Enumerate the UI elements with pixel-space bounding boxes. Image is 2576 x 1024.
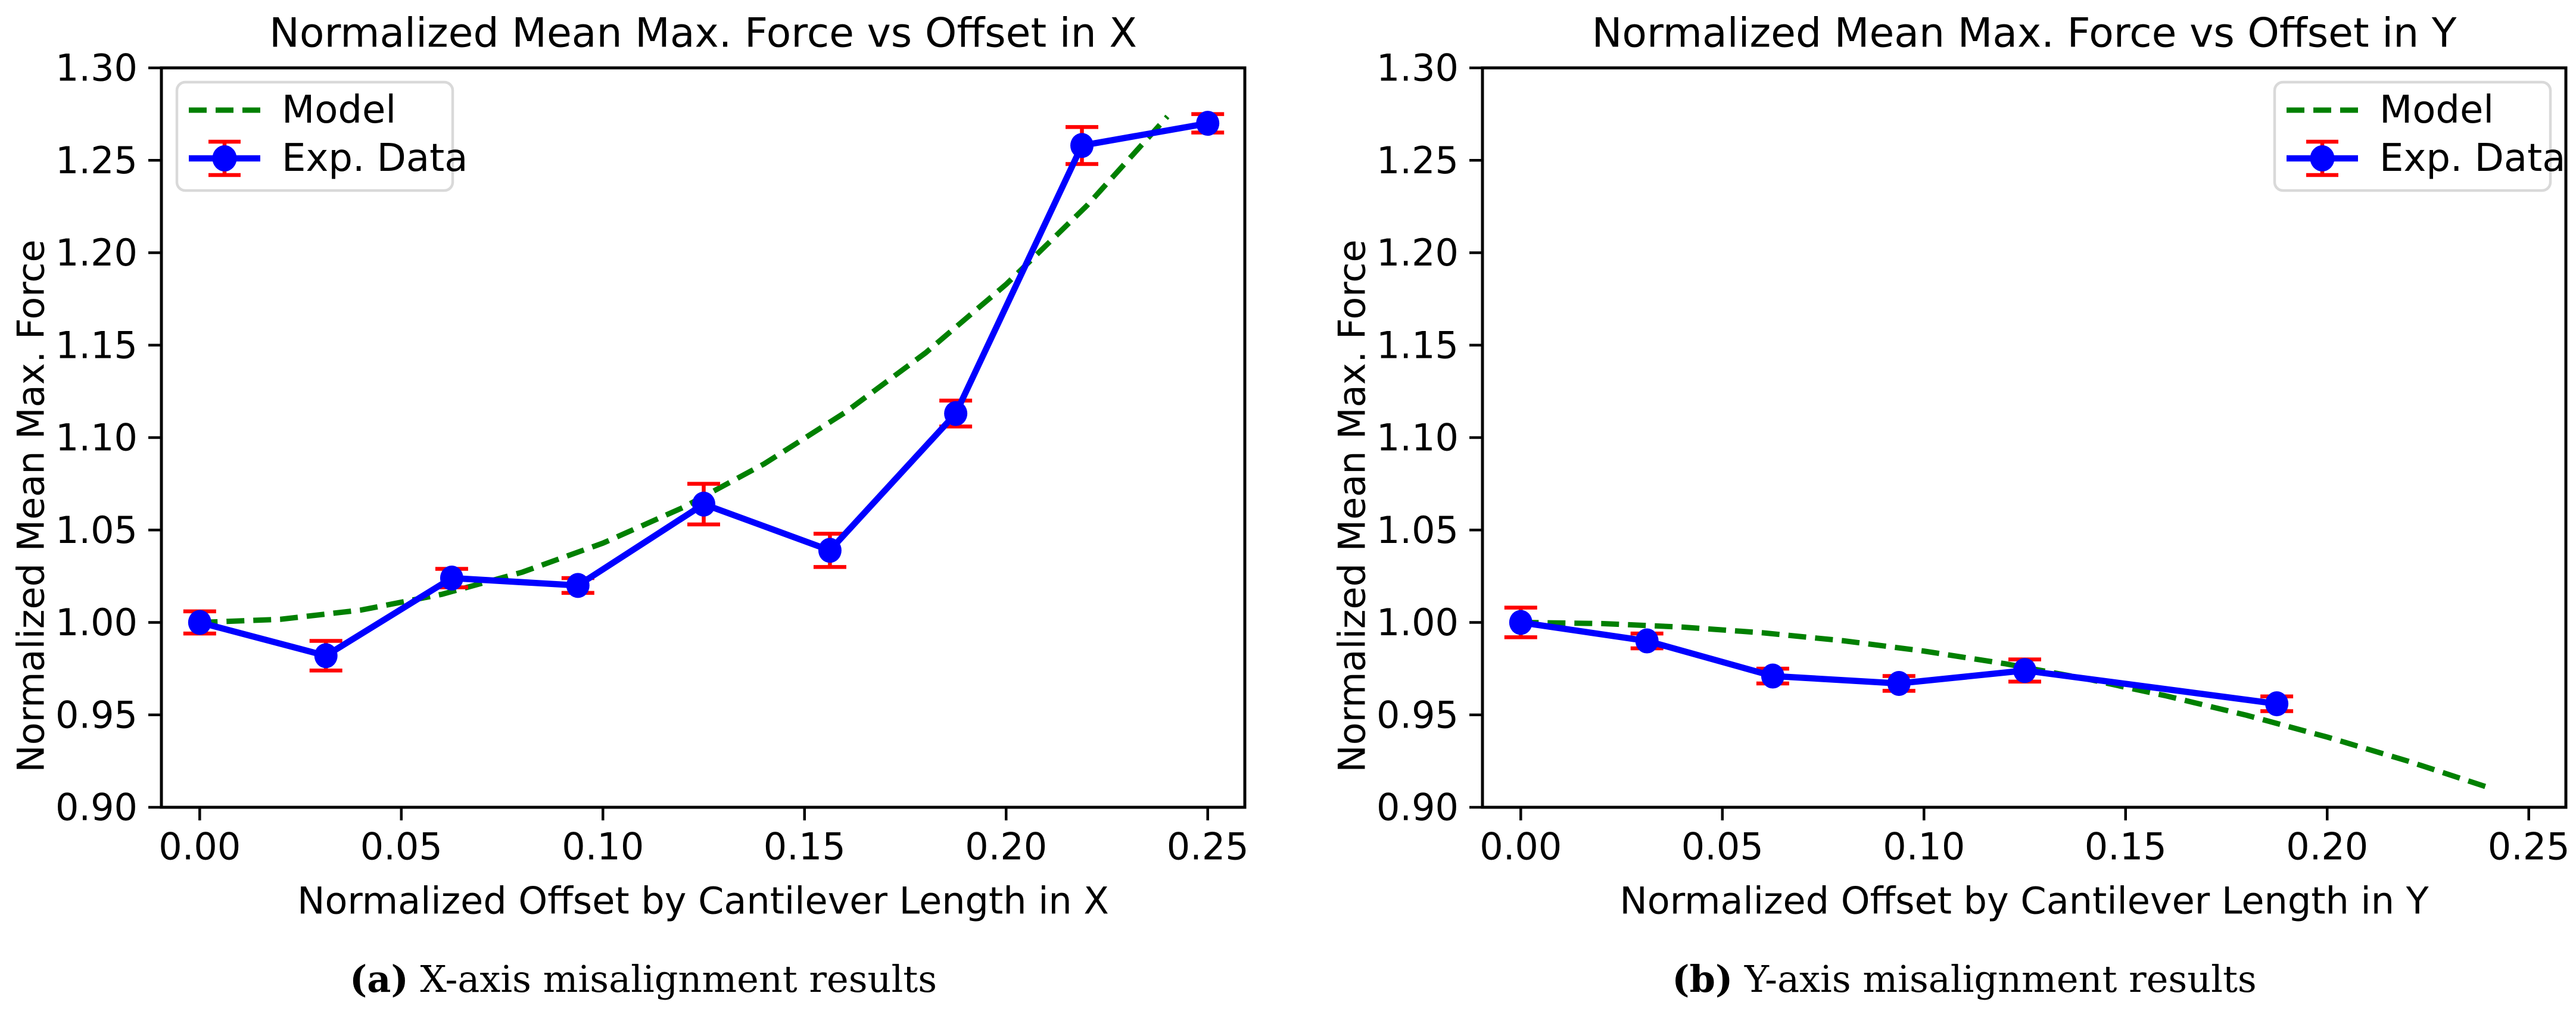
model-line	[200, 114, 1170, 625]
caption-a-label: (a)	[349, 957, 409, 1001]
x-tick-label: 0.05	[1681, 825, 1764, 869]
exp-marker	[2265, 691, 2289, 717]
y-tick-label: 1.00	[1376, 601, 1459, 644]
legend-label-exp-data: Exp. Data	[282, 136, 468, 180]
y-tick-label: 1.20	[1376, 231, 1459, 274]
y-tick-label: 0.95	[55, 693, 138, 736]
y-tick-label: 1.00	[55, 601, 138, 644]
y-tick-label: 1.10	[1376, 416, 1459, 460]
exp-markers	[1509, 610, 2289, 717]
y-tick-label: 1.05	[1376, 508, 1459, 552]
x-axis: 0.00 0.05 0.10 0.15 0.20 0.25	[1479, 807, 2570, 869]
caption-a-text: X-axis misalignment results	[420, 957, 937, 1001]
y-tick-label: 1.20	[55, 231, 138, 274]
subfigure-caption-a: (a) X-axis misalignment results	[0, 957, 1287, 1001]
legend-exp-marker	[212, 145, 237, 171]
caption-b-label: (b)	[1672, 957, 1733, 1001]
y-tick-label: 1.30	[55, 46, 138, 90]
exp-marker	[692, 491, 716, 517]
caption-b-text: Y-axis misalignment results	[1745, 957, 2257, 1001]
y-tick-label: 1.25	[1376, 139, 1459, 182]
y-axis: 0.90 0.95 1.00 1.05 1.10 1.15 1.20 1.25 1.30	[1376, 46, 1482, 829]
exp-marker	[1887, 670, 1911, 696]
error-bars	[183, 112, 1225, 673]
x-tick-label: 0.15	[2085, 825, 2167, 869]
legend-exp-marker	[2310, 145, 2335, 171]
chart-x-misalignment: 0.00 0.05 0.10 0.15 0.20 0.25 0.90 0.95 1.00 1.05…	[10, 10, 1249, 923]
x-tick-label: 0.25	[2488, 825, 2570, 869]
y-axis-label: Normalized Mean Max. Force	[1331, 239, 1374, 772]
y-tick-label: 0.90	[55, 786, 138, 829]
y-tick-label: 0.90	[1376, 786, 1459, 829]
exp-marker	[818, 538, 842, 563]
exp-marker	[2013, 658, 2037, 683]
exp-marker	[1509, 610, 1532, 635]
x-tick-label: 0.10	[562, 825, 644, 869]
model-line	[1521, 620, 2490, 791]
y-tick-label: 0.95	[1376, 693, 1459, 736]
legend-label-exp-data: Exp. Data	[2379, 136, 2565, 180]
exp-marker	[440, 565, 463, 591]
x-tick-label: 0.10	[1883, 825, 1965, 869]
x-tick-label: 0.25	[1167, 825, 1249, 869]
x-tick-label: 0.00	[1479, 825, 1562, 869]
y-tick-label: 1.15	[55, 323, 138, 367]
y-axis: 0.90 0.95 1.00 1.05 1.10 1.15 1.20 1.25 1.30	[55, 46, 161, 829]
exp-data-line	[1520, 619, 2278, 707]
y-tick-label: 1.10	[55, 416, 138, 460]
chart-y-misalignment: 0.00 0.05 0.10 0.15 0.20 0.25 0.90 0.95 1.00 1.05…	[1331, 10, 2570, 923]
legend-label-model: Model	[2379, 88, 2494, 132]
exp-markers	[188, 111, 1220, 669]
exp-marker	[1070, 133, 1094, 158]
exp-marker	[314, 643, 338, 669]
subfigure-caption-b: (b) Y-axis misalignment results	[1321, 957, 2576, 1001]
chart-title: Normalized Mean Max. Force vs Offset in …	[1592, 10, 2457, 57]
x-axis: 0.00 0.05 0.10 0.15 0.20 0.25	[158, 807, 1249, 869]
y-tick-label: 1.15	[1376, 323, 1459, 367]
chart-title: Normalized Mean Max. Force vs Offset in …	[269, 10, 1137, 57]
x-tick-label: 0.20	[965, 825, 1047, 869]
exp-marker	[944, 401, 968, 426]
x-axis-label: Normalized Offset by Cantilever Length i…	[297, 879, 1109, 923]
x-tick-label: 0.00	[158, 825, 241, 869]
exp-marker	[566, 573, 590, 598]
x-tick-label: 0.15	[764, 825, 846, 869]
exp-marker	[188, 610, 211, 635]
x-tick-label: 0.05	[360, 825, 443, 869]
y-tick-label: 1.30	[1376, 46, 1459, 90]
exp-data-line	[198, 120, 1208, 659]
y-tick-label: 1.25	[55, 139, 138, 182]
y-tick-label: 1.05	[55, 508, 138, 552]
exp-marker	[1635, 628, 1659, 654]
x-axis-label: Normalized Offset by Cantilever Length i…	[1619, 879, 2428, 923]
y-axis-label: Normalized Mean Max. Force	[10, 239, 53, 772]
exp-marker	[1196, 111, 1220, 136]
legend-label-model: Model	[282, 88, 396, 132]
exp-marker	[1761, 663, 1784, 689]
x-tick-label: 0.20	[2286, 825, 2368, 869]
